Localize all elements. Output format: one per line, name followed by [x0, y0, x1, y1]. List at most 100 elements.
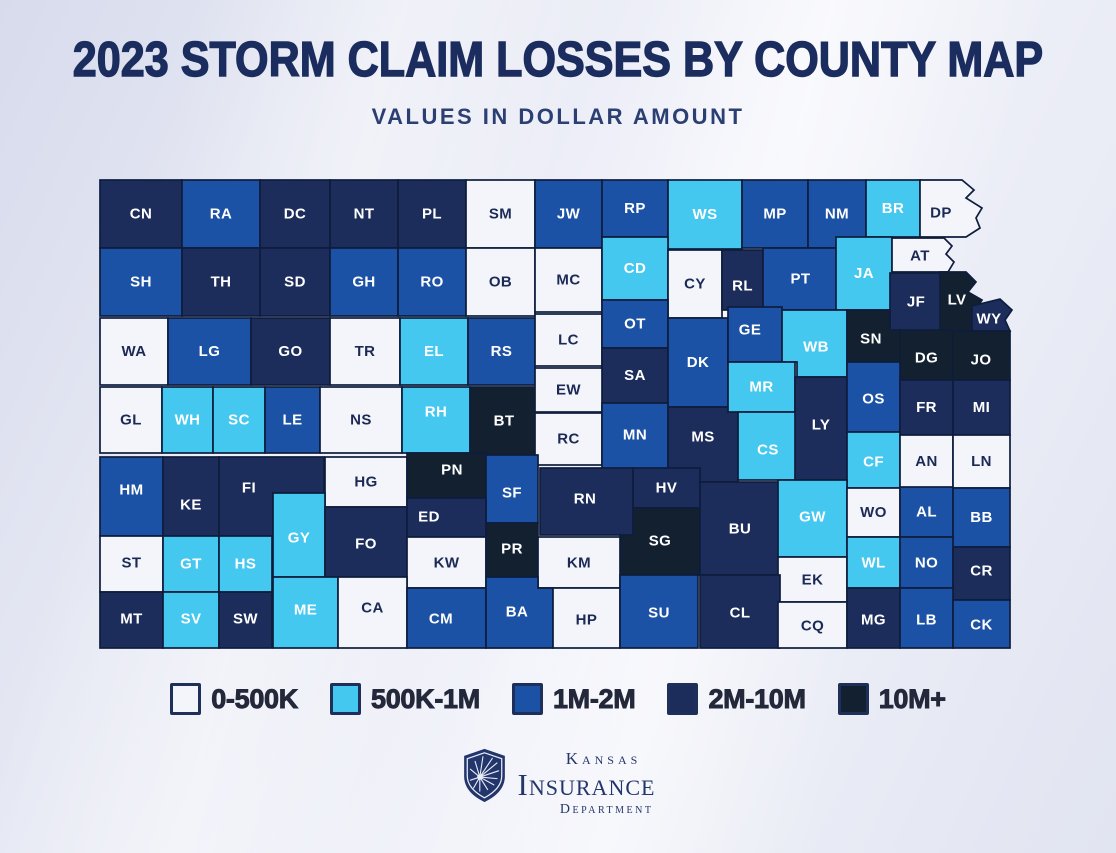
county-lg: LG [167, 317, 252, 386]
county-shape-cl [699, 574, 781, 649]
county-shape-hv [632, 467, 701, 509]
county-cs: CS [737, 411, 799, 481]
county-lb: LB [899, 587, 954, 649]
county-dp: DP [919, 179, 984, 238]
county-shape-ws [667, 179, 743, 250]
county-shape-rh [401, 386, 471, 454]
county-shape-rn [539, 467, 634, 536]
county-shape-le [264, 386, 321, 454]
legend-item-0-500k: 0-500K [170, 683, 299, 715]
county-shape-wo [846, 487, 901, 538]
legend: 0-500K 500K-1M 1M-2M 2M-10M 10M+ [0, 683, 1116, 715]
county-al: AL [899, 486, 954, 538]
county-shape-br [865, 179, 921, 238]
legend-item-2m-10m: 2M-10M [667, 683, 806, 715]
county-shape-al [899, 486, 954, 538]
county-shape-wl [846, 536, 901, 589]
county-shape-ro [397, 247, 467, 317]
county-sd: SD [259, 247, 331, 317]
county-shape-ek [777, 556, 848, 603]
county-ly: LY [794, 376, 848, 481]
page-title: 2023 STORM CLAIM LOSSES BY COUNTY MAP [72, 32, 1044, 87]
county-ns: NS [319, 386, 403, 454]
county-shape-nt [329, 179, 399, 249]
county-jo: JO [952, 330, 1011, 381]
county-me: ME [272, 576, 339, 649]
county-hp: HP [552, 587, 621, 649]
county-sc: SC [212, 386, 266, 454]
county-shape-pl [397, 179, 467, 249]
county-sm: SM [465, 179, 536, 249]
county-ra: RA [181, 179, 261, 249]
county-cf: CF [846, 431, 901, 489]
legend-item-500k-1m: 500K-1M [329, 683, 481, 715]
county-ek: EK [777, 556, 848, 603]
county-ob: OB [465, 247, 536, 317]
county-shape-cn [99, 179, 183, 249]
county-wa: WA [99, 317, 169, 386]
county-shape-dk [667, 317, 729, 408]
county-ja: JA [835, 236, 893, 311]
county-shape-gt [162, 535, 220, 593]
county-shape-sw [218, 591, 273, 649]
county-ba: BA [485, 576, 554, 649]
county-shape-mr [727, 361, 796, 413]
county-hv: HV [632, 467, 701, 509]
county-gw: GW [777, 479, 848, 558]
county-shape-me [272, 576, 339, 649]
county-ck: CK [952, 599, 1011, 649]
county-shape-sh [99, 247, 183, 317]
county-wl: WL [846, 536, 901, 589]
county-shape-ra [181, 179, 261, 249]
county-tr: TR [329, 317, 401, 386]
county-mt: MT [99, 591, 164, 649]
county-shape-hp [552, 587, 621, 649]
county-ew: EW [534, 367, 603, 413]
county-shape-hs [218, 535, 273, 593]
county-shape-jf [889, 272, 943, 332]
county-pl: PL [397, 179, 467, 249]
county-cn: CN [99, 179, 183, 249]
county-ke: KE [162, 456, 220, 537]
county-cd: CD [601, 236, 669, 301]
county-wo: WO [846, 487, 901, 538]
county-shape-mp [741, 179, 809, 249]
county-shape-lg [167, 317, 252, 386]
county-sh: SH [99, 247, 183, 317]
county-shape-gh [329, 247, 399, 317]
county-ln: LN [952, 434, 1011, 489]
legend-swatch-1m-2m [511, 683, 543, 715]
county-shape-sv [162, 591, 220, 649]
county-fo: FO [324, 506, 408, 578]
county-shape-ja [835, 236, 893, 311]
county-shape-ly [794, 376, 848, 481]
county-nt: NT [329, 179, 399, 249]
county-shape-km [537, 536, 621, 589]
county-shape-lb [899, 587, 954, 649]
county-sa: SA [601, 347, 669, 404]
county-hg: HG [324, 456, 408, 508]
county-shape-ln [952, 434, 1011, 489]
logo-insurance: Insurance [517, 767, 656, 802]
county-rl: RL [721, 249, 764, 311]
county-shape-ob [465, 247, 536, 317]
county-lc: LC [534, 313, 603, 367]
county-bu: BU [699, 481, 781, 576]
county-cm: CM [406, 587, 487, 649]
shield-sunflower-icon [463, 748, 505, 803]
county-shape-sd [259, 247, 331, 317]
county-jf: JF [889, 272, 943, 332]
county-cy: CY [667, 249, 723, 319]
county-shape-cd [601, 236, 669, 301]
county-sf: SF [485, 454, 539, 524]
county-no: NO [899, 536, 954, 589]
legend-swatch-10m+ [837, 683, 869, 715]
county-gh: GH [329, 247, 399, 317]
county-kw: KW [406, 536, 487, 589]
legend-label: 10M+ [878, 683, 946, 714]
county-shape-pt [762, 247, 839, 311]
county-shape-gl [99, 386, 163, 454]
county-cq: CQ [777, 601, 848, 649]
logo-department: Department [559, 801, 654, 817]
